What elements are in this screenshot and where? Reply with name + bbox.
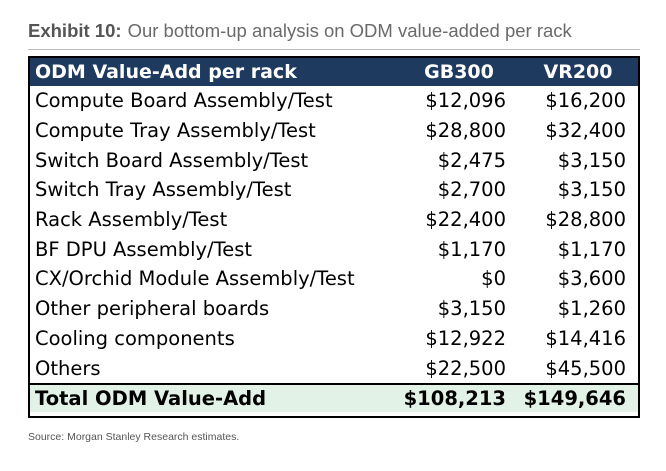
table-header-row: ODM Value-Add per rack GB300 VR200 [30,58,638,86]
row-vr200: $3,150 [557,148,626,172]
row-label: Compute Board Assembly/Test [35,89,333,113]
row-vr200: $3,150 [557,178,626,202]
exhibit-label: Exhibit 10: [28,20,122,41]
row-gb300: $12,922 [425,326,506,350]
row-vr200: $32,400 [545,119,626,143]
row-vr200: $16,200 [545,89,626,113]
row-label: Switch Board Assembly/Test [35,148,309,172]
table-row: Switch Board Assembly/Test $2,475 $3,150 [30,145,638,175]
row-vr200: $45,500 [545,356,626,380]
value-add-table: ODM Value-Add per rack GB300 VR200 Compu… [30,58,638,412]
row-label: Compute Tray Assembly/Test [35,119,316,143]
header-gb300: GB300 [400,58,518,86]
row-label: BF DPU Assembly/Test [35,237,252,261]
total-row: Total ODM Value-Add $108,213 $149,646 [30,382,638,412]
exhibit-title: Exhibit 10: Our bottom-up analysis on ODM… [28,20,648,42]
row-gb300: $1,170 [437,237,506,261]
source-note: Source: Morgan Stanley Research estimate… [28,431,240,443]
row-vr200: $14,416 [545,326,626,350]
row-gb300: $12,096 [425,89,506,113]
row-label: Switch Tray Assembly/Test [35,178,292,202]
table-row: Others $22,500 $45,500 [30,353,638,384]
row-label: CX/Orchid Module Assembly/Test [35,267,355,291]
row-gb300: $2,700 [437,178,506,202]
title-divider [28,49,640,50]
table-row: Compute Board Assembly/Test $12,096 $16,… [30,86,638,116]
table-row: Cooling components $12,922 $14,416 [30,324,638,354]
value-add-table-frame: ODM Value-Add per rack GB300 VR200 Compu… [28,56,640,418]
row-gb300: $22,400 [425,208,506,232]
header-vr200: VR200 [518,58,638,86]
table-row: CX/Orchid Module Assembly/Test $0 $3,600 [30,264,638,294]
row-gb300: $22,500 [425,356,506,380]
table-row: Other peripheral boards $3,150 $1,260 [30,294,638,324]
table-row: Rack Assembly/Test $22,400 $28,800 [30,205,638,235]
row-gb300: $0 [481,267,506,291]
row-gb300: $28,800 [425,119,506,143]
row-vr200: $1,260 [557,297,626,321]
table-row: Switch Tray Assembly/Test $2,700 $3,150 [30,175,638,205]
total-vr200: $149,646 [518,382,638,412]
row-label: Rack Assembly/Test [35,208,228,232]
total-gb300: $108,213 [400,382,518,412]
row-vr200: $3,600 [557,267,626,291]
header-item: ODM Value-Add per rack [30,58,400,86]
table-row: Compute Tray Assembly/Test $28,800 $32,4… [30,116,638,146]
row-vr200: $1,170 [557,237,626,261]
row-gb300: $3,150 [437,297,506,321]
row-label: Others [35,356,101,380]
row-label: Other peripheral boards [35,297,270,321]
row-vr200: $28,800 [545,208,626,232]
row-gb300: $2,475 [437,148,506,172]
total-label: Total ODM Value-Add [30,382,400,412]
table-row: BF DPU Assembly/Test $1,170 $1,170 [30,234,638,264]
row-label: Cooling components [35,326,235,350]
exhibit-caption: Our bottom-up analysis on ODM value-adde… [127,20,572,41]
